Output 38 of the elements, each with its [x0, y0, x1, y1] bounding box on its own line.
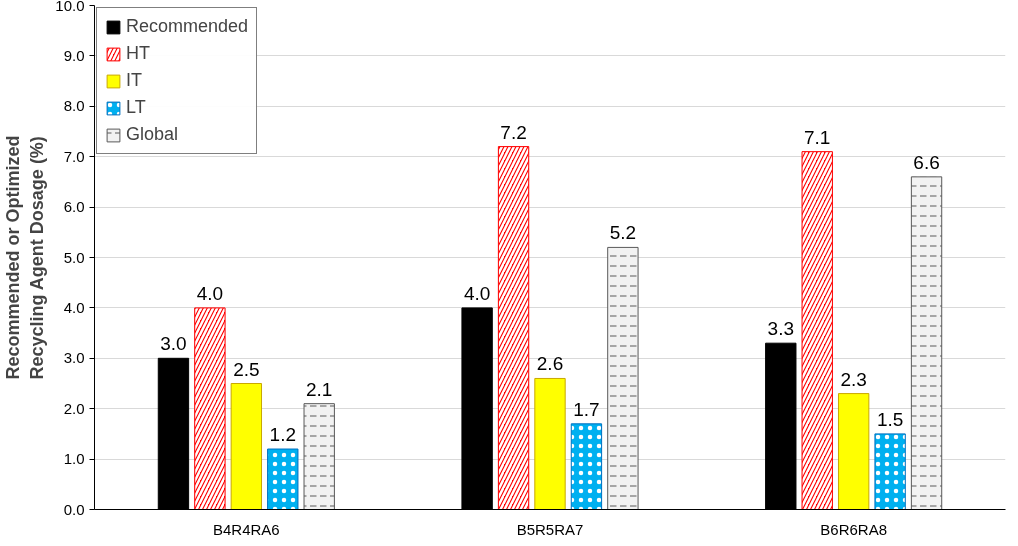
data-label: 3.0	[160, 333, 187, 355]
data-label: 2.6	[536, 353, 564, 375]
data-label: 7.1	[804, 126, 831, 148]
bar	[230, 383, 263, 510]
y-tick-label: 9.0	[63, 46, 85, 64]
data-label: 2.5	[233, 358, 260, 380]
data-label: 4.0	[196, 282, 224, 304]
y-tick-label: 6.0	[63, 198, 85, 216]
data-label: 5.2	[609, 222, 637, 244]
bar	[837, 393, 870, 510]
y-tick-label: 2.0	[63, 399, 85, 417]
data-label: 6.6	[913, 151, 940, 173]
y-tick-label: 1.0	[63, 450, 85, 468]
bar	[534, 377, 566, 510]
data-label: 4.0	[463, 282, 491, 304]
y-tick-label: 4.0	[63, 298, 85, 316]
y-tick-label: 7.0	[63, 147, 85, 165]
data-label: 2.1	[306, 378, 333, 400]
data-label: 3.3	[767, 318, 794, 340]
y-tick-label: 3.0	[63, 349, 85, 367]
legend-label: HT	[126, 43, 150, 64]
y-tick-label: 8.0	[63, 97, 85, 115]
x-tick-label: B4R4RA6	[212, 520, 280, 538]
data-label: 1.7	[573, 398, 600, 420]
legend-label: Recommended	[126, 16, 249, 37]
y-axis-title: Recommended or Optimized Recycling Agent Dosage (%)	[3, 135, 48, 380]
data-label: 1.2	[269, 424, 296, 446]
y-tick-label: 5.0	[63, 248, 85, 266]
x-tick-label: B6R6RA8	[820, 520, 888, 538]
legend-label: Global	[126, 124, 179, 145]
y-tick-label: 10.0	[55, 0, 85, 14]
data-label: 7.2	[500, 121, 527, 143]
x-tick-label: B5R5RA7	[516, 520, 584, 538]
legend-label: LT	[126, 97, 146, 118]
data-label: 1.5	[876, 408, 904, 430]
data-label: 2.3	[840, 368, 867, 390]
legend-label: IT	[126, 70, 143, 91]
y-tick-label: 0.0	[63, 500, 85, 518]
